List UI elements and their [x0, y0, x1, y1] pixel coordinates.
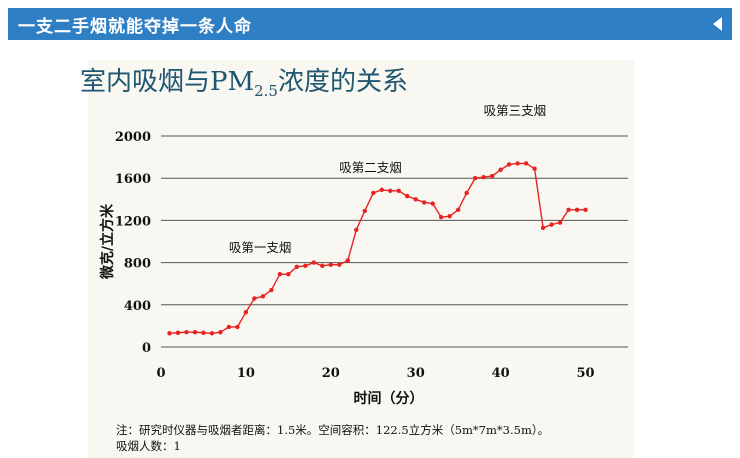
annotation-label: 吸第一支烟: [229, 240, 292, 255]
x-tick-label: 40: [492, 366, 510, 381]
chart-title-main-b: 浓度的关系: [277, 67, 408, 97]
y-tick-label: 0: [142, 341, 151, 356]
x-tick-label: 50: [576, 366, 594, 381]
data-point: [328, 262, 334, 267]
x-tick-label: 30: [407, 366, 425, 381]
pm25-line-chart: 0 400 800 1200 1600 2000 0 10 20 30 40 50 时间（分） 微克/立方…: [99, 103, 628, 407]
data-point: [464, 190, 469, 196]
y-tick-label: 1200: [115, 214, 151, 229]
data-point: [532, 166, 537, 171]
y-tick-label: 2000: [115, 130, 151, 145]
data-point: [192, 330, 198, 335]
data-point: [405, 193, 410, 199]
chart-card: 室内吸烟与PM2.5浓度的关系 0 400 800 1200 1600 2000 0 10 20…: [80, 60, 634, 458]
data-point: [167, 331, 172, 336]
data-point: [430, 201, 435, 206]
y-tick-label: 1600: [115, 172, 151, 187]
data-point: [337, 262, 342, 267]
data-point: [379, 187, 384, 193]
data-point: [209, 331, 215, 336]
y-axis-label: 微克/立方米: [99, 203, 116, 280]
data-point: [574, 207, 580, 213]
data-point: [540, 225, 546, 230]
data-point: [422, 200, 427, 205]
data-point: [472, 176, 478, 181]
data-point: [371, 190, 376, 196]
data-point: [294, 264, 300, 270]
data-point: [345, 258, 350, 263]
y-tick-label: 400: [124, 299, 151, 314]
data-point: [269, 287, 274, 293]
data-point: [447, 213, 452, 219]
data-point: [362, 208, 367, 214]
chart-title-subscript: 2.5: [254, 82, 278, 100]
data-point: [260, 294, 266, 299]
data-point: [481, 174, 486, 180]
data-point: [523, 161, 529, 166]
chart-title-text: 室内吸烟与PM2.5浓度的关系: [80, 66, 440, 107]
data-point: [175, 330, 181, 335]
header-title: 一支二手烟就能夺掉一条人命: [18, 16, 252, 37]
data-point: [557, 220, 563, 225]
data-point: [489, 173, 495, 179]
data-point: [226, 324, 232, 330]
collapse-left-icon[interactable]: [713, 17, 722, 31]
data-point: [252, 296, 257, 301]
data-point: [201, 330, 206, 335]
x-tick-label: 10: [237, 366, 255, 381]
data-point: [286, 272, 291, 277]
chart-note: 注：研究时仪器与吸烟者距离：1.5米。空间容积：122.5立方米（5m*7m*3…: [116, 422, 631, 454]
annotation-label: 吸第三支烟: [484, 103, 547, 118]
data-point: [506, 162, 512, 167]
x-axis-label: 时间（分）: [354, 390, 424, 407]
data-point: [498, 167, 503, 172]
y-tick-label: 800: [124, 257, 151, 272]
data-point: [311, 260, 317, 265]
data-point: [303, 263, 308, 268]
data-point: [413, 197, 418, 202]
x-tick-label: 0: [156, 366, 165, 381]
data-point: [277, 272, 283, 277]
data-point: [184, 330, 189, 335]
header-bar: 一支二手烟就能夺掉一条人命: [8, 8, 732, 40]
data-point: [320, 263, 325, 268]
data-point: [218, 330, 223, 335]
data-point: [354, 227, 359, 233]
note-line-1: 注：研究时仪器与吸烟者距离：1.5米。空间容积：122.5立方米（5m*7m*3…: [116, 423, 550, 437]
data-point: [515, 161, 520, 166]
data-point: [455, 207, 461, 213]
note-line-2: 吸烟人数：1: [116, 439, 181, 453]
x-tick-label: 20: [322, 366, 340, 381]
data-point: [388, 188, 393, 194]
data-point: [439, 215, 444, 220]
data-point: [396, 188, 401, 194]
data-point: [566, 207, 571, 213]
annotation-label: 吸第二支烟: [339, 160, 402, 175]
data-point: [235, 324, 240, 330]
data-point: [549, 222, 554, 227]
data-point: [243, 309, 249, 315]
chart-title-main-a: 室内吸烟与PM: [80, 67, 255, 97]
data-point: [583, 207, 588, 213]
